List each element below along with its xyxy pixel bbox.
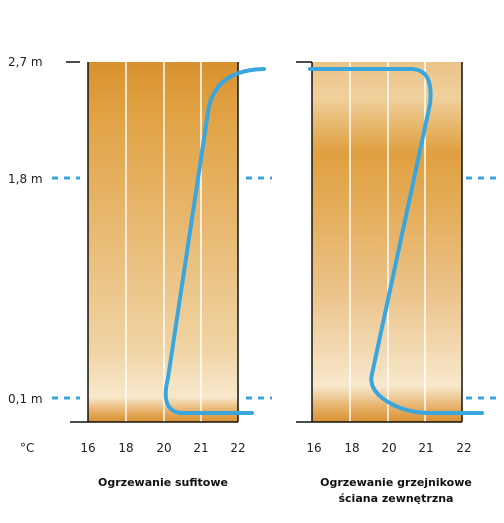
panel-2-tick-20: 20 [381,441,396,455]
panel-ceiling-heating: 16 18 20 21 22 Ogrzewanie sufitowe [70,62,272,489]
height-label-0-1m: 0,1 m [8,392,43,406]
panel-2-tick-16: 16 [306,441,321,455]
panel-2-tick-18: 18 [344,441,359,455]
panel-1-temperature-curve [163,67,266,415]
panel-2-gradient [312,62,462,422]
panel-2-caption-line-1: Ogrzewanie grzejnikowe [320,476,472,489]
panel-2-tick-22: 22 [456,441,471,455]
panel-1-tick-20: 20 [156,441,171,455]
height-label-1-8m: 1,8 m [8,172,43,186]
panel-radiator-heating: 16 18 20 21 22 Ogrzewanie grzejnikowe śc… [296,61,496,505]
panel-2-tick-21: 21 [418,441,433,455]
panel-2-caption-line-2: ściana zewnętrzna [338,492,453,505]
panel-1-tick-22: 22 [230,441,245,455]
panel-1-gradient [88,62,238,422]
unit-label: °C [20,441,34,455]
panel-1-tick-18: 18 [118,441,133,455]
panel-2-temperature-curve [308,67,484,415]
panel-1-tick-16: 16 [80,441,95,455]
panel-1-caption: Ogrzewanie sufitowe [98,476,228,489]
height-label-2-7m: 2,7 m [8,55,43,69]
panel-1-tick-21: 21 [193,441,208,455]
